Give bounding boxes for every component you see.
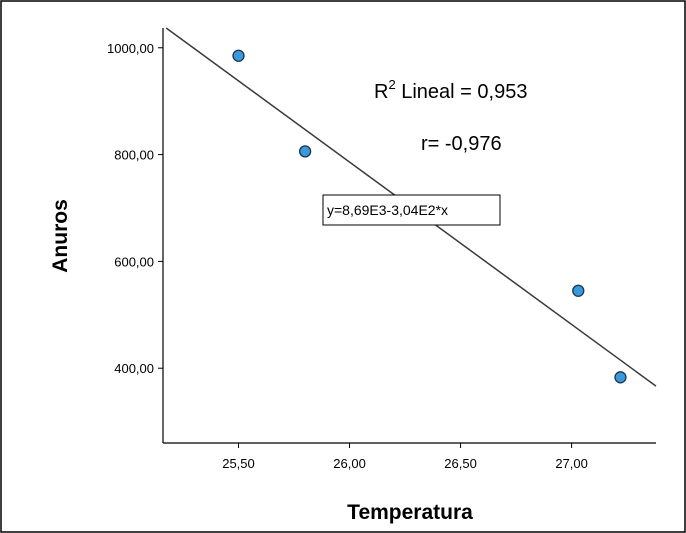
equation-box xyxy=(322,194,501,226)
equation-label: y=8,69E3-3,04E2*x xyxy=(327,202,448,218)
points-layer xyxy=(232,49,627,384)
x-axis-title: Temperatura xyxy=(347,501,473,524)
x-tick-label: 26,00 xyxy=(333,456,366,471)
x-tick-label: 25,50 xyxy=(222,456,255,471)
data-point xyxy=(614,371,627,384)
x-tick-label: 27,00 xyxy=(555,456,588,471)
x-ticks: 25,50 26,00 26,50 27,00 xyxy=(222,443,588,471)
y-tick-label: 600,00 xyxy=(114,254,154,269)
y-tick-label: 1000,00 xyxy=(107,41,154,56)
y-tick-label: 400,00 xyxy=(114,361,154,376)
data-point xyxy=(232,49,245,62)
y-ticks: 400,00 600,00 800,00 1000,00 xyxy=(107,41,163,376)
axes xyxy=(162,28,656,444)
data-point xyxy=(298,145,312,158)
y-axis-title: Anuros xyxy=(49,199,72,273)
r-squared-label: R2 Lineal = 0,953 xyxy=(374,77,527,103)
x-tick-label: 26,50 xyxy=(444,456,477,471)
data-point xyxy=(572,284,585,297)
y-tick-label: 800,00 xyxy=(114,148,154,163)
r-label: r= -0,976 xyxy=(421,133,502,155)
